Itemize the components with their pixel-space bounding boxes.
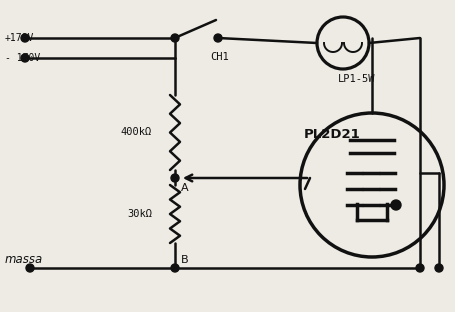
Circle shape [21, 34, 29, 42]
Circle shape [171, 174, 179, 182]
Text: PL2D21: PL2D21 [303, 129, 360, 142]
Text: B: B [181, 255, 188, 265]
Circle shape [390, 200, 400, 210]
Circle shape [26, 264, 34, 272]
Text: CH1: CH1 [210, 52, 228, 62]
Circle shape [213, 34, 222, 42]
Circle shape [415, 264, 423, 272]
Text: 400kΩ: 400kΩ [120, 128, 151, 138]
Circle shape [171, 34, 179, 42]
Text: +170V: +170V [5, 33, 34, 43]
Text: - 170V: - 170V [5, 53, 40, 63]
Text: A: A [181, 183, 188, 193]
Circle shape [21, 54, 29, 62]
Circle shape [434, 264, 442, 272]
Text: LP1-5W: LP1-5W [337, 74, 374, 84]
Text: 30kΩ: 30kΩ [127, 209, 152, 219]
Circle shape [171, 264, 179, 272]
Text: massa: massa [5, 253, 43, 266]
